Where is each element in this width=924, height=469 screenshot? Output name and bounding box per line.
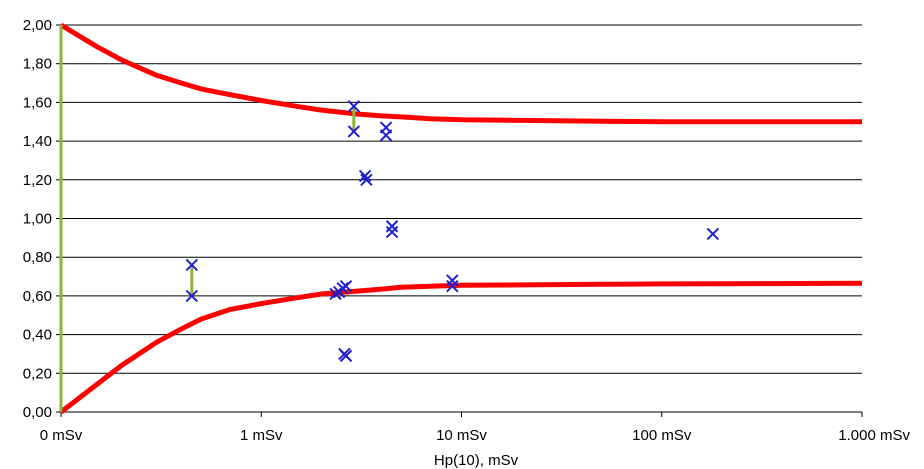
- x-axis-title: Hp(10), mSv: [434, 452, 519, 469]
- data-point-marker: [185, 258, 199, 272]
- y-tick-label: 0,00: [23, 404, 52, 421]
- limit-curve-0: [59, 22, 862, 125]
- data-point-marker: [360, 173, 373, 187]
- x-tick-label: 10 mSv: [436, 427, 487, 444]
- y-tick-label: 0,20: [23, 365, 52, 382]
- y-tick-label: 1,00: [23, 211, 52, 228]
- data-point-marker: [339, 349, 353, 363]
- x-tick-label: 0 mSv: [40, 427, 83, 444]
- y-tick-label: 0,40: [23, 327, 52, 344]
- label-layer: 0,00 0,20 0,40 0,60 0,80 1,00 1,20 1,40 1,60 1,80…: [23, 17, 911, 444]
- y-tick-label: 2,00: [23, 17, 52, 34]
- y-tick-label: 0,80: [23, 249, 52, 266]
- y-tick-label: 1,40: [23, 133, 52, 150]
- y-tick-label: 1,60: [23, 94, 52, 111]
- grid-layer: [61, 24, 862, 374]
- data-point-marker: [446, 274, 459, 287]
- data-point-marker: [385, 220, 399, 233]
- y-tick-label: 0,60: [23, 288, 52, 305]
- data-point-marker: [446, 280, 459, 293]
- y-tick-label: 1,20: [23, 172, 52, 189]
- data-point-marker: [385, 225, 399, 239]
- y-tick-label: 1,80: [23, 56, 52, 73]
- data-point-marker: [185, 289, 199, 303]
- limit-curve-1: [59, 280, 863, 414]
- data-point-marker: [706, 227, 720, 241]
- data-point-marker: [379, 129, 393, 142]
- x-tick-label: 1 mSv: [240, 427, 283, 444]
- series-layer: [59, 22, 863, 414]
- data-point-marker: [339, 280, 353, 293]
- data-point-marker: [347, 125, 361, 138]
- data-point-marker: [358, 169, 372, 183]
- x-tick-label: 100 mSv: [632, 427, 692, 444]
- data-point-marker: [347, 100, 361, 113]
- x-tick-label: 1.000 mSv: [838, 427, 910, 444]
